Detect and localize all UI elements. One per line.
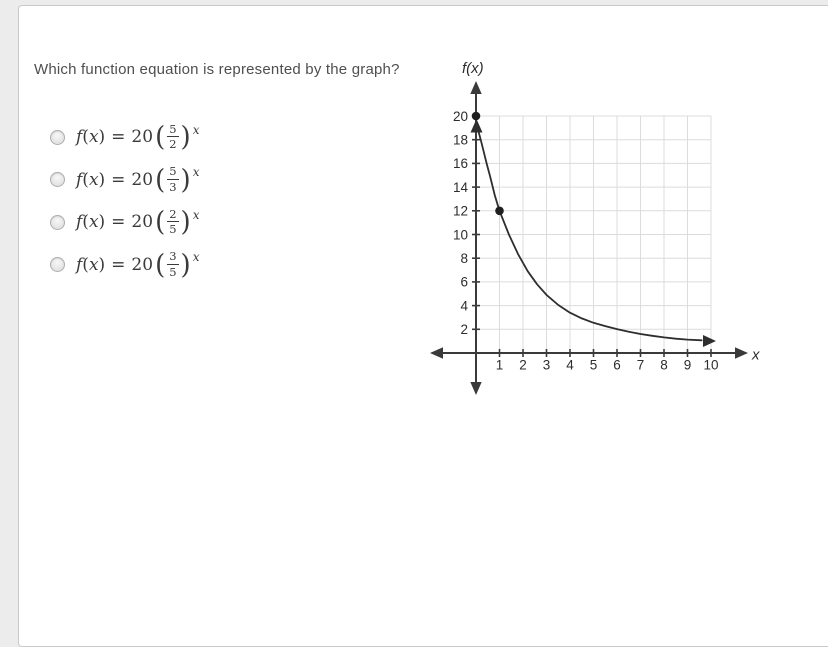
math-big-paren: ( xyxy=(155,206,166,238)
x-tick-label: 10 xyxy=(703,358,718,373)
math-f: f xyxy=(76,254,83,275)
math-equals: = xyxy=(111,127,126,148)
math-paren: ( xyxy=(82,127,89,148)
x-tick-label: 5 xyxy=(590,358,598,373)
x-axis-label: x xyxy=(751,347,760,364)
x-tick-label: 6 xyxy=(613,358,621,373)
math-exponent: x xyxy=(192,207,200,222)
fraction-numerator: 5 xyxy=(167,164,179,180)
curve-start-arrow-icon xyxy=(470,119,483,133)
x-axis-right-arrow-icon xyxy=(735,347,748,359)
math-exponent: x xyxy=(192,122,200,137)
math-paren: ) xyxy=(98,212,106,233)
answer-option[interactable]: f(x) = 20(3 5) x xyxy=(50,244,199,287)
option-equation: f(x) = 20(5 3) x xyxy=(76,165,199,194)
math-var: x xyxy=(88,212,99,233)
options-list: f(x) = 20(5 2) x f(x) = 20(5 3) x f(x) = 20(2 5) x f(x)… xyxy=(50,116,199,286)
answer-option[interactable]: f(x) = 20(5 3) x xyxy=(50,159,199,202)
math-var: x xyxy=(88,127,99,148)
question-card: Which function equation is represented b… xyxy=(18,5,828,647)
x-tick-label: 8 xyxy=(660,358,668,373)
math-var: x xyxy=(88,254,99,275)
fraction-denominator: 5 xyxy=(169,222,177,237)
math-coefficient: 20 xyxy=(131,212,154,233)
math-f: f xyxy=(76,127,83,148)
option-equation: f(x) = 20(2 5) x xyxy=(76,206,200,238)
math-equals: = xyxy=(111,212,126,233)
fraction-denominator: 3 xyxy=(169,179,177,194)
y-tick-label: 8 xyxy=(460,251,468,266)
y-tick-label: 18 xyxy=(453,133,468,148)
data-point xyxy=(471,111,481,121)
y-axis-label: f(x) xyxy=(462,60,484,77)
math-paren: ) xyxy=(98,127,106,148)
math-big-paren: ) xyxy=(180,164,191,196)
math-big-paren: ) xyxy=(180,249,191,281)
y-tick-label: 12 xyxy=(453,204,468,219)
y-tick-label: 14 xyxy=(453,180,469,195)
option-radio[interactable] xyxy=(50,172,65,188)
math-f: f xyxy=(76,169,83,190)
math-f: f xyxy=(76,212,83,233)
y-tick-label: 6 xyxy=(460,275,468,290)
math-exponent: x xyxy=(192,250,200,265)
y-tick-label: 16 xyxy=(453,156,468,171)
math-paren: ) xyxy=(98,254,106,275)
option-equation: f(x) = 20(5 2) x xyxy=(76,121,200,153)
answer-option[interactable]: f(x) = 20(2 5) x xyxy=(50,201,199,244)
x-tick-label: 2 xyxy=(519,358,527,373)
y-tick-label: 20 xyxy=(453,109,468,124)
y-axis-bottom-arrow-icon xyxy=(470,382,482,395)
math-exponent: x xyxy=(192,165,200,180)
function-curve xyxy=(477,131,703,342)
math-big-paren: ( xyxy=(155,121,166,153)
math-big-paren: ) xyxy=(180,206,191,238)
y-tick-label: 4 xyxy=(460,298,468,313)
option-radio[interactable] xyxy=(50,129,65,145)
math-big-paren: ) xyxy=(180,121,191,153)
question-text: Which function equation is represented b… xyxy=(34,61,400,78)
math-var: x xyxy=(88,169,99,190)
x-tick-label: 9 xyxy=(684,358,692,373)
math-coefficient: 20 xyxy=(131,169,154,190)
option-radio[interactable] xyxy=(50,257,65,273)
math-paren: ) xyxy=(98,169,106,190)
x-axis-left-arrow-icon xyxy=(430,347,443,359)
option-equation: f(x) = 20(3 5) x xyxy=(76,250,199,279)
fraction-numerator: 3 xyxy=(167,249,179,265)
math-big-paren: ( xyxy=(155,249,166,281)
math-coefficient: 20 xyxy=(131,254,154,275)
y-axis-top-arrow-icon xyxy=(470,81,482,94)
fraction-denominator: 5 xyxy=(169,264,177,279)
fraction-numerator: 5 xyxy=(167,121,179,138)
fraction-numerator: 2 xyxy=(167,206,179,223)
math-paren: ( xyxy=(82,212,89,233)
math-big-paren: ( xyxy=(155,164,166,196)
math-equals: = xyxy=(111,254,126,275)
math-coefficient: 20 xyxy=(131,127,154,148)
math-paren: ( xyxy=(82,254,89,275)
option-radio[interactable] xyxy=(50,214,65,230)
answer-option[interactable]: f(x) = 20(5 2) x xyxy=(50,116,199,159)
curve-end-arrow-icon xyxy=(703,335,716,347)
math-equals: = xyxy=(111,169,126,190)
x-tick-label: 7 xyxy=(637,358,645,373)
x-tick-label: 1 xyxy=(496,358,504,373)
y-tick-label: 10 xyxy=(453,227,468,242)
x-tick-label: 4 xyxy=(566,358,574,373)
function-graph: 1 2 3 4 5 6 7 8 9 10 2 4 6 8 10 12 14 16 18 20 f(x) x xyxy=(421,41,821,416)
y-tick-label: 2 xyxy=(460,322,468,337)
x-tick-label: 3 xyxy=(543,358,551,373)
math-paren: ( xyxy=(82,169,89,190)
data-point xyxy=(495,206,504,216)
fraction-denominator: 2 xyxy=(169,137,177,152)
